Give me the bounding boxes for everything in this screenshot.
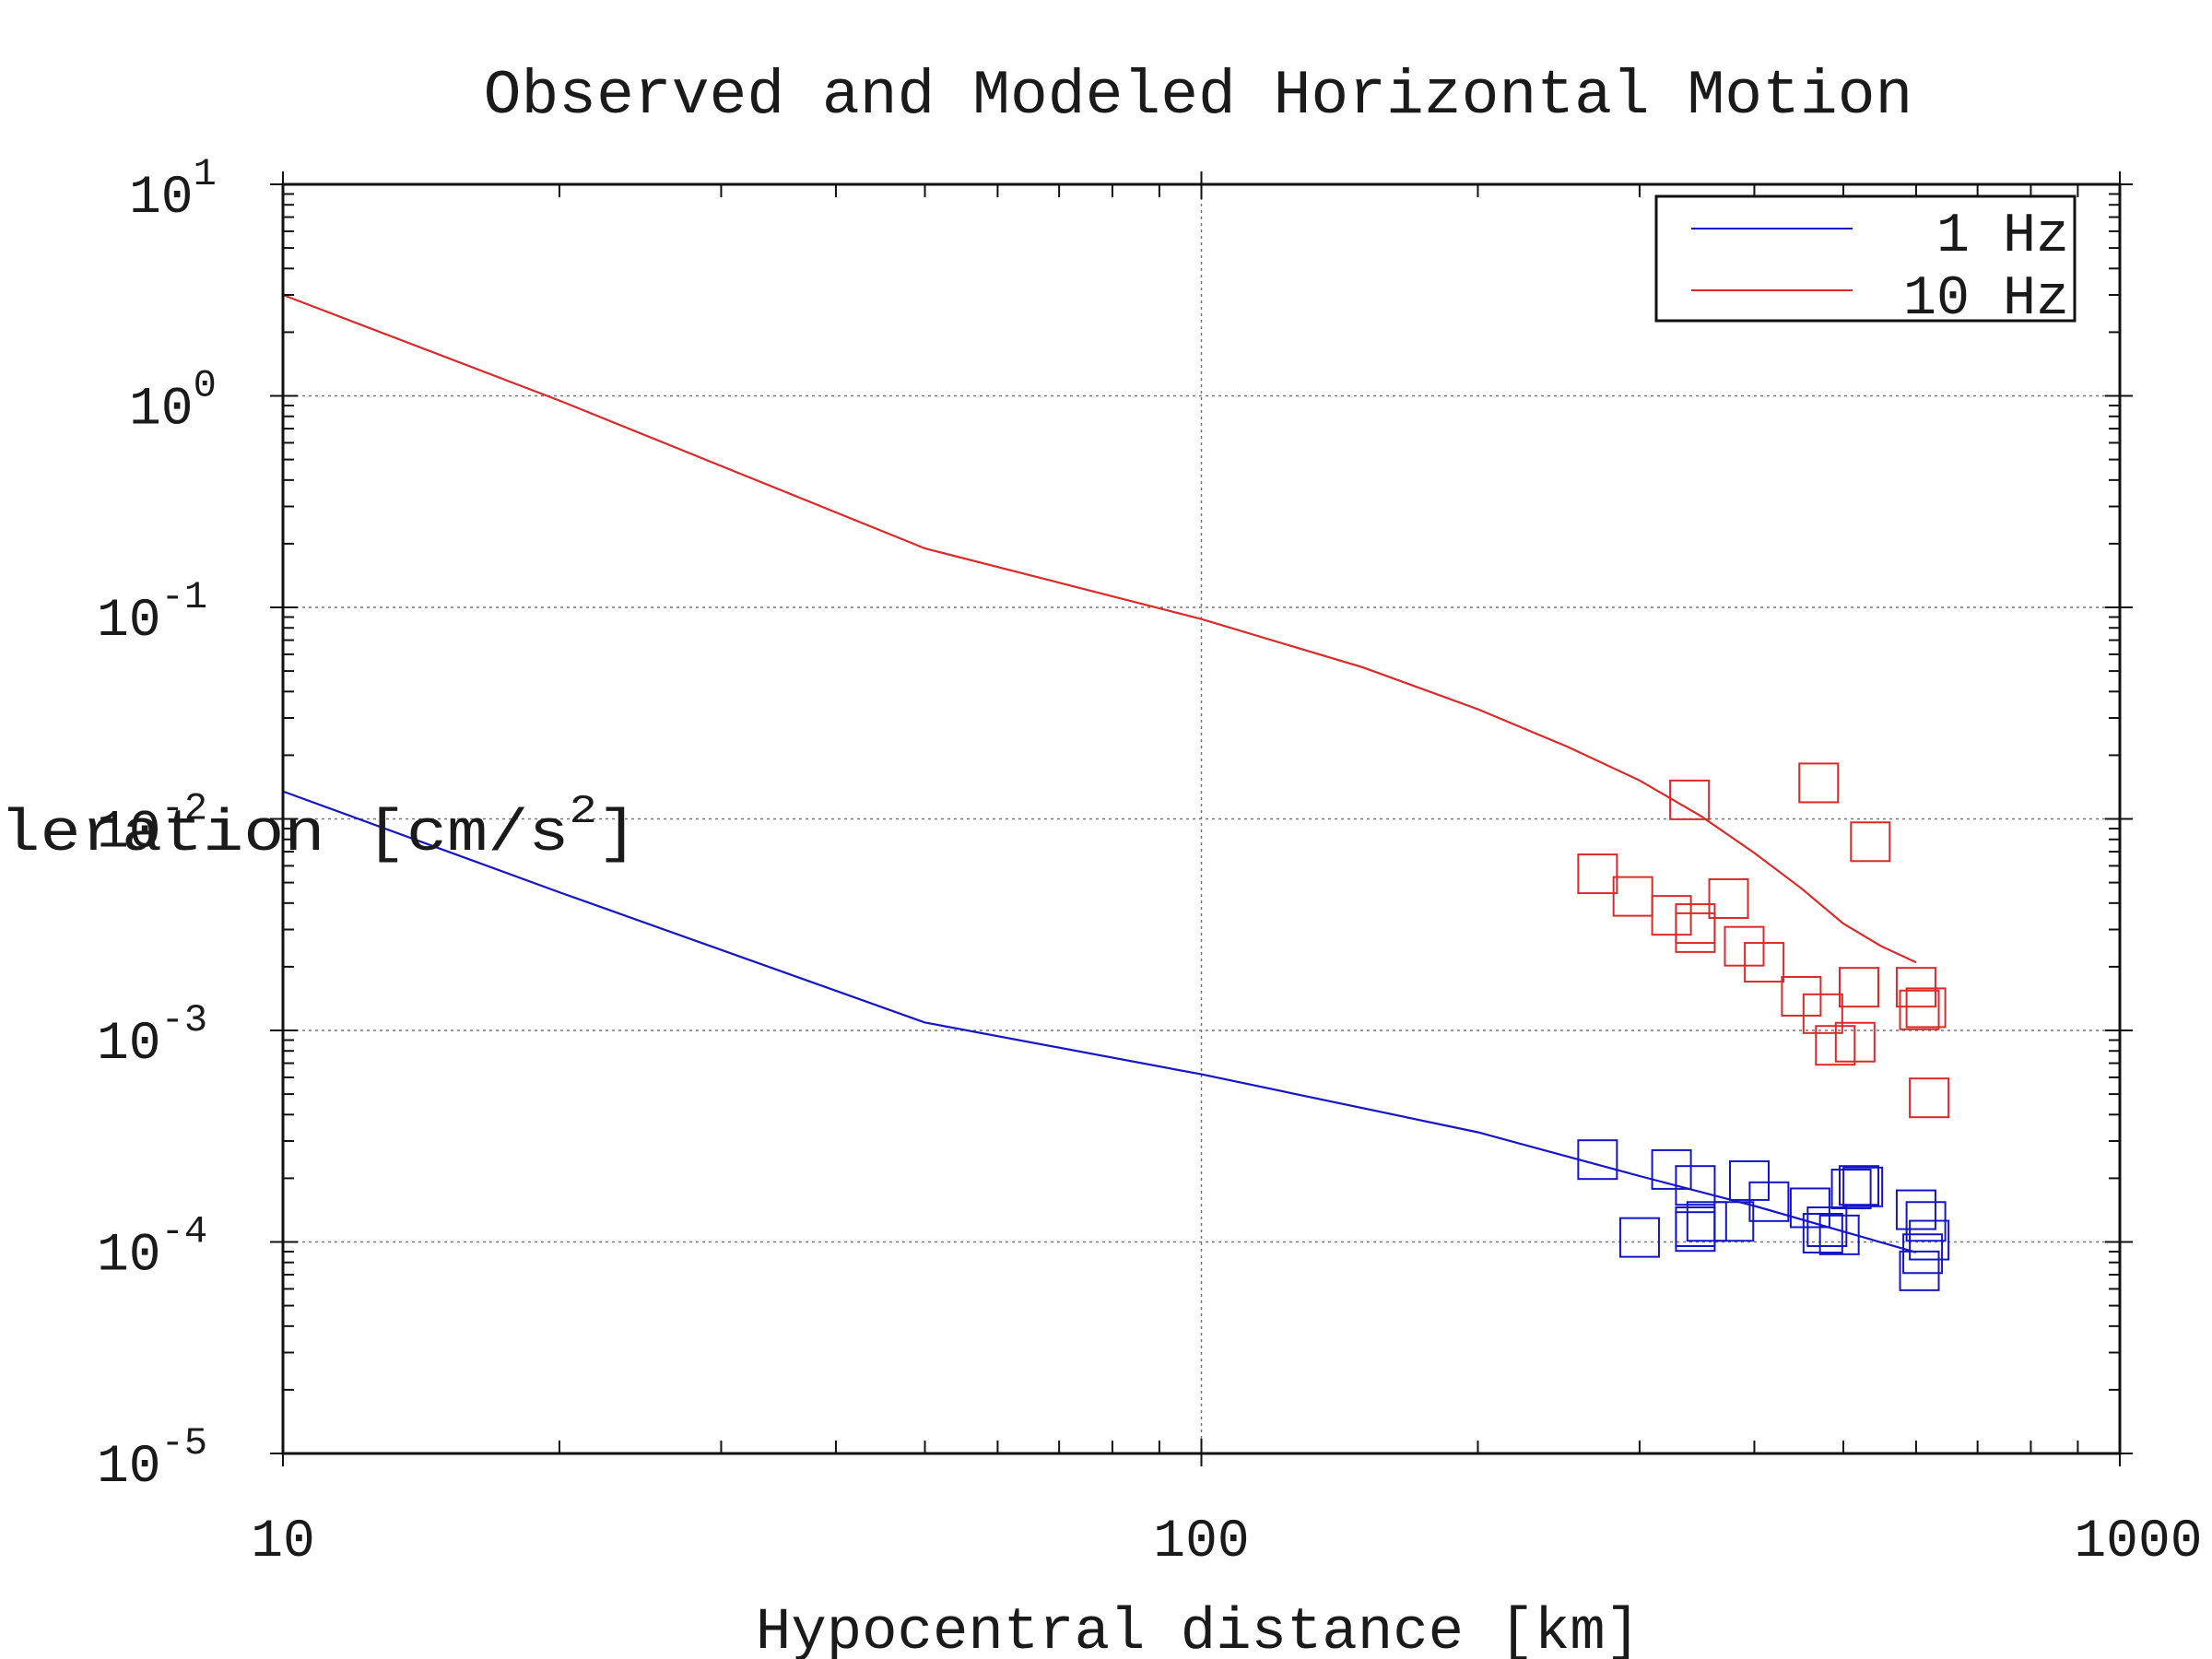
observed-point xyxy=(1850,821,1891,863)
chart-title: Observed and Modeled Horizontal Motion xyxy=(484,61,1913,132)
observed-point xyxy=(1675,1165,1716,1206)
legend: 1 Hz 10 Hz xyxy=(1654,194,2077,331)
observed-point xyxy=(1838,1165,1879,1206)
y-axis-label-base: Peak acceleration [cm/s xyxy=(0,802,569,868)
series-0 xyxy=(282,790,1950,1291)
observed-point xyxy=(1899,989,1940,1030)
y-tick-label: 101 xyxy=(129,152,217,229)
observed-point xyxy=(1802,1213,1843,1254)
y-tick-label-exp: -2 xyxy=(161,787,207,831)
observed-point xyxy=(1806,1206,1848,1248)
observed-point xyxy=(1651,1148,1692,1190)
observed-point xyxy=(1744,942,1785,983)
y-tick-label: 10-4 xyxy=(97,1210,207,1287)
observed-point xyxy=(1781,975,1822,1017)
observed-point xyxy=(1612,876,1653,917)
legend-frame xyxy=(1654,194,2077,323)
x-tick-label: 10 xyxy=(251,1512,315,1572)
observed-point xyxy=(1669,779,1711,820)
observed-point xyxy=(1909,1219,1950,1261)
observed-point xyxy=(1830,1169,1872,1210)
observed-point xyxy=(1651,895,1692,936)
legend-label-1hz: 1 Hz xyxy=(1936,206,2069,268)
observed-point xyxy=(1802,993,1843,1034)
observed-point xyxy=(1675,912,1716,953)
model-line-1 xyxy=(282,293,1917,964)
observed-point xyxy=(1577,1139,1618,1181)
observed-point xyxy=(1577,853,1618,895)
observed-point xyxy=(1905,987,1947,1029)
y-tick-label-base: 10 xyxy=(97,1438,161,1498)
y-tick-label-exp: 1 xyxy=(194,152,217,196)
y-tick-label-exp: 0 xyxy=(194,364,217,408)
observed-point xyxy=(1895,1189,1936,1230)
observed-point xyxy=(1618,1217,1660,1258)
observed-point xyxy=(1708,877,1749,919)
y-tick-label-exp: -4 xyxy=(161,1210,207,1254)
observed-point xyxy=(1909,1077,1950,1119)
y-tick-label: 10-5 xyxy=(97,1421,207,1498)
observed-point xyxy=(1838,967,1879,1008)
y-tick-label-base: 10 xyxy=(97,804,161,864)
observed-point xyxy=(1675,1211,1716,1253)
observed-point xyxy=(1686,1201,1727,1242)
observed-point xyxy=(1748,1181,1790,1222)
observed-point xyxy=(1902,1233,1944,1275)
y-tick-label-base: 10 xyxy=(97,1227,161,1287)
y-tick-label: 10-2 xyxy=(97,787,207,864)
y-axis-label: Peak acceleration [cm/s2] xyxy=(0,789,638,868)
observed-point xyxy=(1834,1021,1876,1063)
series-1 xyxy=(282,293,1950,1119)
model-line-0 xyxy=(282,790,1917,1253)
y-tick-label-base: 10 xyxy=(97,592,161,652)
axis-ticks xyxy=(270,171,2133,1466)
series-layer xyxy=(282,293,1950,1291)
y-axis-label-end: ] xyxy=(597,802,638,868)
y-tick-label-base: 10 xyxy=(97,1015,161,1075)
y-tick-label-exp: -1 xyxy=(161,575,207,619)
grid-lines xyxy=(283,184,2120,1453)
y-tick-label: 100 xyxy=(129,364,217,441)
y-tick-label: 10-1 xyxy=(97,575,207,652)
observed-point xyxy=(1713,1201,1755,1242)
x-tick-label: 100 xyxy=(1153,1512,1249,1572)
observed-point xyxy=(1895,967,1936,1008)
observed-point xyxy=(1798,762,1840,804)
y-tick-label: 10-3 xyxy=(97,998,207,1075)
observed-point xyxy=(1842,1166,1884,1207)
y-axis-label-sup: 2 xyxy=(569,789,596,835)
x-tick-label: 1000 xyxy=(2074,1512,2202,1572)
y-tick-label-exp: -3 xyxy=(161,998,207,1042)
y-tick-label-base: 10 xyxy=(129,169,194,229)
y-tick-label-exp: -5 xyxy=(161,1421,207,1465)
legend-label-10hz: 10 Hz xyxy=(1903,268,2069,331)
y-tick-label-base: 10 xyxy=(129,381,194,441)
observed-point xyxy=(1818,1214,1860,1255)
x-axis-label: Hypocentral distance [km] xyxy=(756,1600,1641,1659)
observed-point xyxy=(1899,1250,1940,1291)
